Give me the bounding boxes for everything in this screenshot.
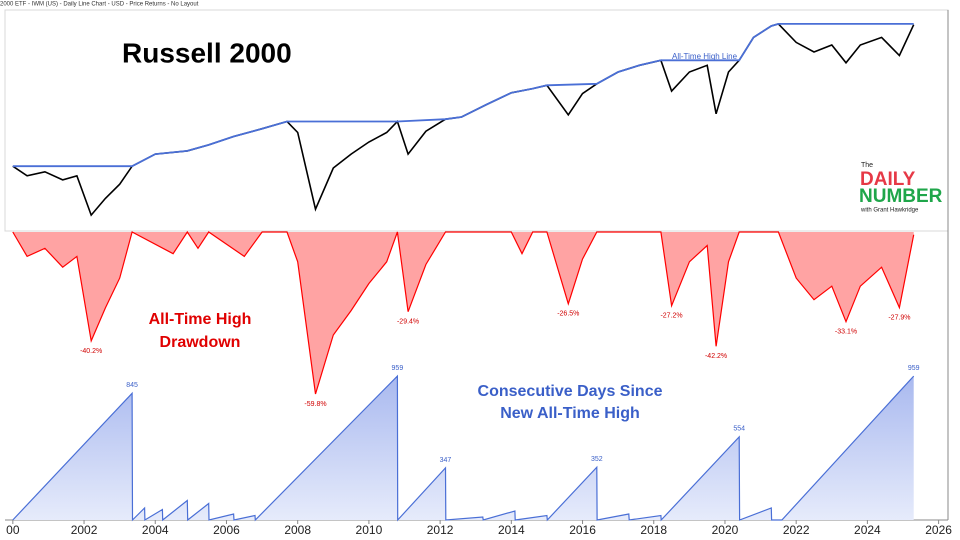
annotation: All-Time High	[149, 311, 252, 328]
x-tick-label: 2008	[284, 523, 311, 537]
x-tick-label: 2004	[142, 523, 169, 537]
header: 2000 ETF - IWM (US) - Daily Line Chart -…	[0, 2, 199, 8]
logo-text: with Grant Hawkridge	[860, 208, 919, 214]
area	[12, 376, 914, 520]
data-label: -26.5%	[557, 311, 579, 318]
logo-text: NUMBER	[859, 186, 943, 207]
data-label: 959	[392, 365, 404, 372]
data-label: 959	[908, 365, 920, 372]
area-line	[12, 374, 915, 522]
x-tick-label: 2022	[783, 523, 810, 537]
x-tick-label: 2016	[569, 523, 596, 537]
logo-text: The	[861, 162, 873, 169]
data-label: 845	[126, 382, 138, 389]
data-label: 352	[591, 456, 603, 463]
line	[12, 23, 914, 168]
annotation: Drawdown	[160, 334, 241, 351]
data-label: -27.9%	[888, 314, 910, 321]
x-tick-label: 2010	[356, 523, 383, 537]
data-label: -33.1%	[835, 329, 857, 336]
data-label: 347	[440, 457, 452, 464]
x-tick-label: 2018	[640, 523, 667, 537]
x-tick-label: 2012	[427, 523, 454, 537]
logo: The DAILY NUMBER with Grant Hawkridge	[859, 162, 943, 214]
x-tick-label: 00	[6, 523, 20, 537]
data-label: -59.8%	[304, 401, 326, 408]
x-tick-label: 2014	[498, 523, 525, 537]
x-tick-label: 2006	[213, 523, 240, 537]
x-tick-label: 2024	[854, 523, 881, 537]
x-tick-label: 2002	[71, 523, 98, 537]
data-label: -40.2%	[80, 348, 102, 355]
data-label: -42.2%	[705, 353, 727, 360]
data-label: 554	[733, 426, 745, 433]
annotation: Consecutive Days Since	[478, 383, 663, 400]
annotation: New All-Time High	[500, 405, 640, 422]
x-tick-label: 2026	[925, 523, 952, 537]
logo-text: DAILY	[860, 169, 916, 190]
data-label: -29.4%	[397, 319, 419, 326]
area	[12, 232, 914, 394]
chart-title: Russell 2000	[122, 37, 292, 68]
annotation: All-Time High Line	[672, 52, 738, 61]
data-label: -27.2%	[660, 313, 682, 320]
area-line	[12, 230, 915, 395]
x-tick-label: 2020	[712, 523, 739, 537]
